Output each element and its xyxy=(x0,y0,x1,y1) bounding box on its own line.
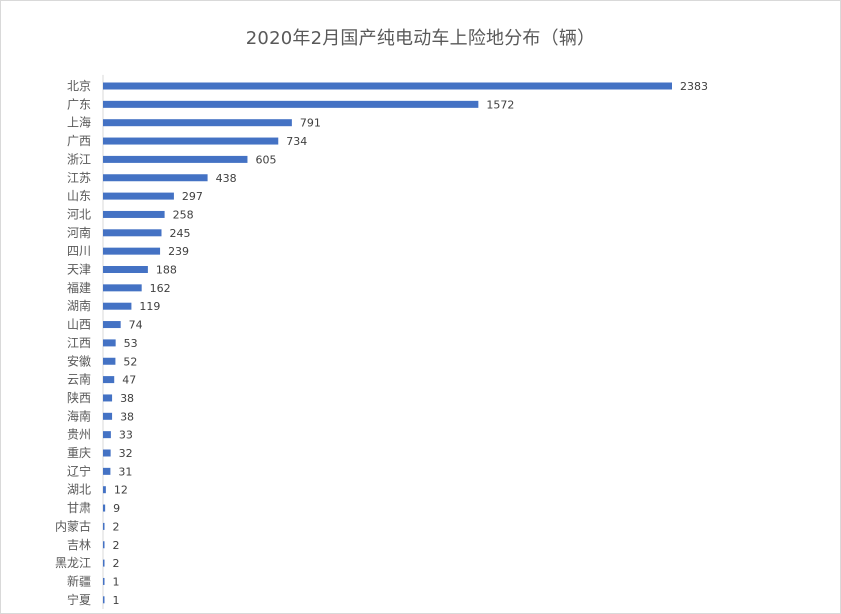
bar xyxy=(103,596,105,604)
bar xyxy=(103,210,165,218)
bar xyxy=(103,522,105,530)
data-label: 239 xyxy=(168,245,189,258)
category-label: 广东 xyxy=(67,97,91,111)
category-label: 四川 xyxy=(67,244,91,258)
bar xyxy=(103,412,113,420)
category-label: 福建 xyxy=(67,280,91,295)
data-label: 791 xyxy=(300,117,321,130)
category-label: 贵州 xyxy=(67,428,91,442)
category-label: 江西 xyxy=(67,336,91,350)
category-label: 吉林 xyxy=(67,538,91,552)
data-label: 47 xyxy=(122,374,136,387)
data-label: 9 xyxy=(113,502,120,515)
category-label: 广西 xyxy=(67,134,91,148)
category-label: 宁夏 xyxy=(67,592,91,607)
bar xyxy=(103,284,142,292)
bar xyxy=(103,467,111,475)
bar xyxy=(103,119,292,127)
category-label: 天津 xyxy=(67,263,91,277)
data-label: 119 xyxy=(139,300,160,313)
category-label: 浙江 xyxy=(67,152,91,166)
category-label: 山西 xyxy=(67,318,91,332)
data-label: 38 xyxy=(120,410,134,423)
data-label: 2383 xyxy=(680,80,708,93)
data-label: 438 xyxy=(216,172,237,185)
category-label: 黑龙江 xyxy=(55,556,91,570)
category-label: 江苏 xyxy=(67,171,91,185)
data-label: 2 xyxy=(113,520,120,533)
bar xyxy=(103,229,162,237)
bar xyxy=(103,339,116,347)
bar xyxy=(103,541,105,549)
bar xyxy=(103,504,106,512)
bar xyxy=(103,321,121,329)
data-label: 1 xyxy=(113,575,120,588)
data-label: 74 xyxy=(129,319,143,332)
data-label: 1572 xyxy=(486,98,514,111)
data-label: 32 xyxy=(119,447,133,460)
bar xyxy=(103,376,115,384)
category-label: 湖北 xyxy=(67,482,91,497)
bar xyxy=(103,559,105,567)
data-label: 31 xyxy=(118,465,132,478)
data-label: 162 xyxy=(150,282,171,295)
bar xyxy=(103,357,116,365)
bar xyxy=(103,302,132,310)
bar xyxy=(103,449,111,457)
data-label: 38 xyxy=(120,392,134,405)
bar xyxy=(103,100,479,108)
data-label: 245 xyxy=(169,227,190,240)
chart-title: 2020年2月国产纯电动车上险地分布（辆） xyxy=(245,28,596,49)
data-label: 605 xyxy=(255,153,276,166)
category-label: 湖南 xyxy=(67,298,91,313)
category-label: 内蒙古 xyxy=(55,518,91,533)
data-label: 2 xyxy=(113,539,120,552)
data-label: 12 xyxy=(114,484,128,497)
bar xyxy=(103,82,672,90)
data-label: 2 xyxy=(113,557,120,570)
bar xyxy=(103,155,248,163)
bar xyxy=(103,431,111,439)
data-label: 1 xyxy=(113,594,120,607)
category-label: 新疆 xyxy=(67,573,91,588)
data-label: 53 xyxy=(124,337,138,350)
data-label: 258 xyxy=(173,208,194,221)
bar xyxy=(103,577,105,585)
bar xyxy=(103,394,113,402)
data-label: 297 xyxy=(182,190,203,203)
category-label: 重庆 xyxy=(67,446,91,460)
category-label: 北京 xyxy=(67,79,91,93)
category-label: 山东 xyxy=(67,189,91,203)
bar xyxy=(103,192,174,200)
bar xyxy=(103,137,279,145)
category-label: 安徽 xyxy=(67,353,91,368)
category-label: 上海 xyxy=(67,115,91,130)
category-label: 陕西 xyxy=(67,390,91,405)
bar xyxy=(103,266,148,273)
data-label: 33 xyxy=(119,429,133,442)
category-label: 河北 xyxy=(67,207,91,221)
data-label: 734 xyxy=(286,135,307,148)
data-label: 188 xyxy=(156,264,177,277)
category-label: 辽宁 xyxy=(67,463,91,478)
category-label: 海南 xyxy=(67,408,91,423)
category-label: 河南 xyxy=(67,225,91,240)
category-label: 甘肃 xyxy=(67,501,91,515)
bar xyxy=(103,247,161,255)
category-label: 云南 xyxy=(67,372,91,387)
data-label: 52 xyxy=(123,355,137,368)
bar xyxy=(103,486,106,494)
bar xyxy=(103,174,208,182)
